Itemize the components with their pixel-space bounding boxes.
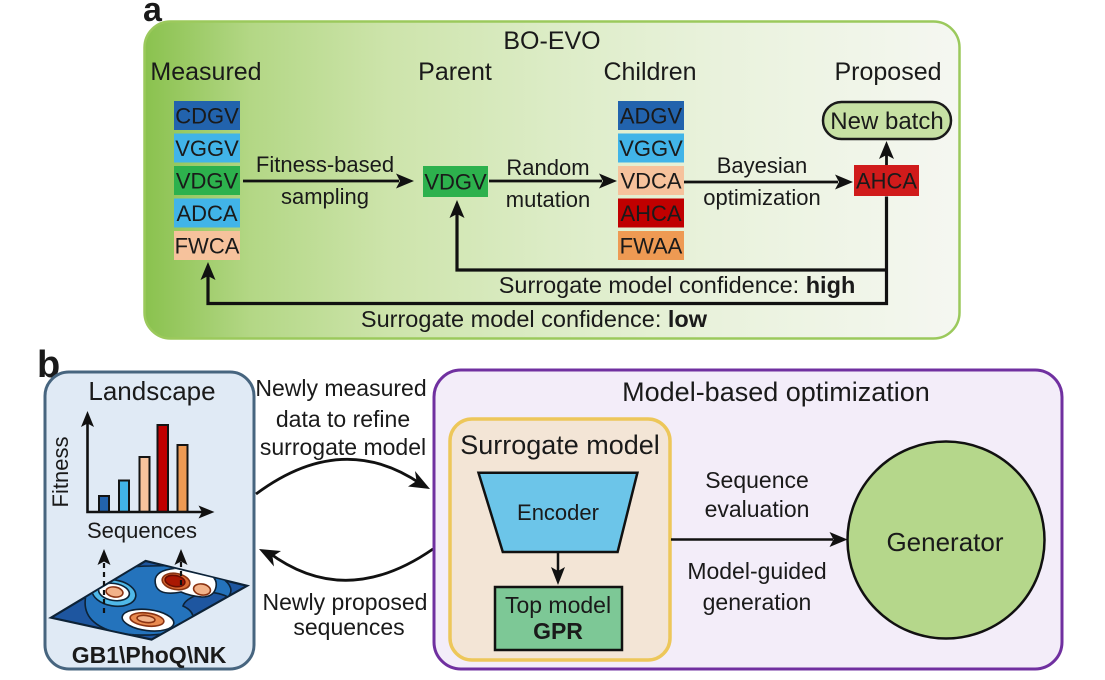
- svg-text:FWAA: FWAA: [620, 234, 683, 259]
- svg-text:VDCA: VDCA: [620, 169, 681, 194]
- svg-text:Parent: Parent: [418, 58, 492, 86]
- svg-text:Surrogate model confidence: hi: Surrogate model confidence: high: [499, 272, 856, 298]
- svg-text:Bayesian: Bayesian: [717, 153, 808, 178]
- svg-text:Model-guided: Model-guided: [687, 558, 826, 584]
- svg-text:Random: Random: [506, 155, 589, 180]
- svg-text:Generator: Generator: [886, 527, 1003, 557]
- svg-text:Surrogate model: Surrogate model: [460, 430, 660, 460]
- svg-text:VDGV: VDGV: [424, 170, 487, 195]
- svg-text:AHCA: AHCA: [856, 169, 917, 194]
- svg-text:sequences: sequences: [293, 614, 404, 640]
- svg-text:Children: Children: [603, 58, 696, 86]
- svg-text:New batch: New batch: [830, 108, 943, 135]
- svg-text:Proposed: Proposed: [834, 58, 941, 86]
- svg-text:optimization: optimization: [703, 185, 820, 210]
- svg-text:Encoder: Encoder: [517, 500, 599, 525]
- svg-text:Landscape: Landscape: [88, 376, 215, 406]
- svg-text:evaluation: evaluation: [705, 496, 810, 522]
- svg-text:ADGV: ADGV: [620, 104, 683, 129]
- svg-text:Sequence: Sequence: [705, 467, 809, 493]
- svg-text:a: a: [143, 0, 163, 29]
- svg-text:Fitness-based: Fitness-based: [256, 152, 394, 177]
- svg-text:Newly proposed: Newly proposed: [263, 589, 428, 615]
- svg-text:Fitness: Fitness: [48, 437, 73, 508]
- svg-text:Sequences: Sequences: [87, 518, 197, 543]
- svg-text:VGGV: VGGV: [175, 136, 239, 161]
- svg-text:VGGV: VGGV: [619, 136, 683, 161]
- svg-text:mutation: mutation: [506, 187, 590, 212]
- svg-text:AHCA: AHCA: [620, 201, 681, 226]
- svg-text:Top model: Top model: [505, 592, 611, 618]
- svg-text:FWCA: FWCA: [175, 234, 240, 259]
- svg-text:GPR: GPR: [533, 618, 583, 644]
- svg-text:Model-based optimization: Model-based optimization: [622, 377, 930, 407]
- svg-text:ADCA: ADCA: [176, 201, 237, 226]
- svg-text:Newly measured: Newly measured: [255, 375, 426, 401]
- svg-text:GB1\PhoQ\NK: GB1\PhoQ\NK: [72, 642, 227, 668]
- svg-text:CDGV: CDGV: [175, 104, 239, 129]
- svg-text:surrogate model: surrogate model: [260, 434, 426, 460]
- svg-text:BO-EVO: BO-EVO: [503, 27, 600, 55]
- svg-text:Measured: Measured: [150, 58, 261, 86]
- svg-text:sampling: sampling: [281, 184, 369, 209]
- svg-text:Surrogate model confidence: lo: Surrogate model confidence: low: [361, 306, 708, 332]
- svg-text:generation: generation: [703, 589, 812, 615]
- svg-text:VDGV: VDGV: [176, 169, 239, 194]
- svg-text:data to refine: data to refine: [276, 406, 410, 432]
